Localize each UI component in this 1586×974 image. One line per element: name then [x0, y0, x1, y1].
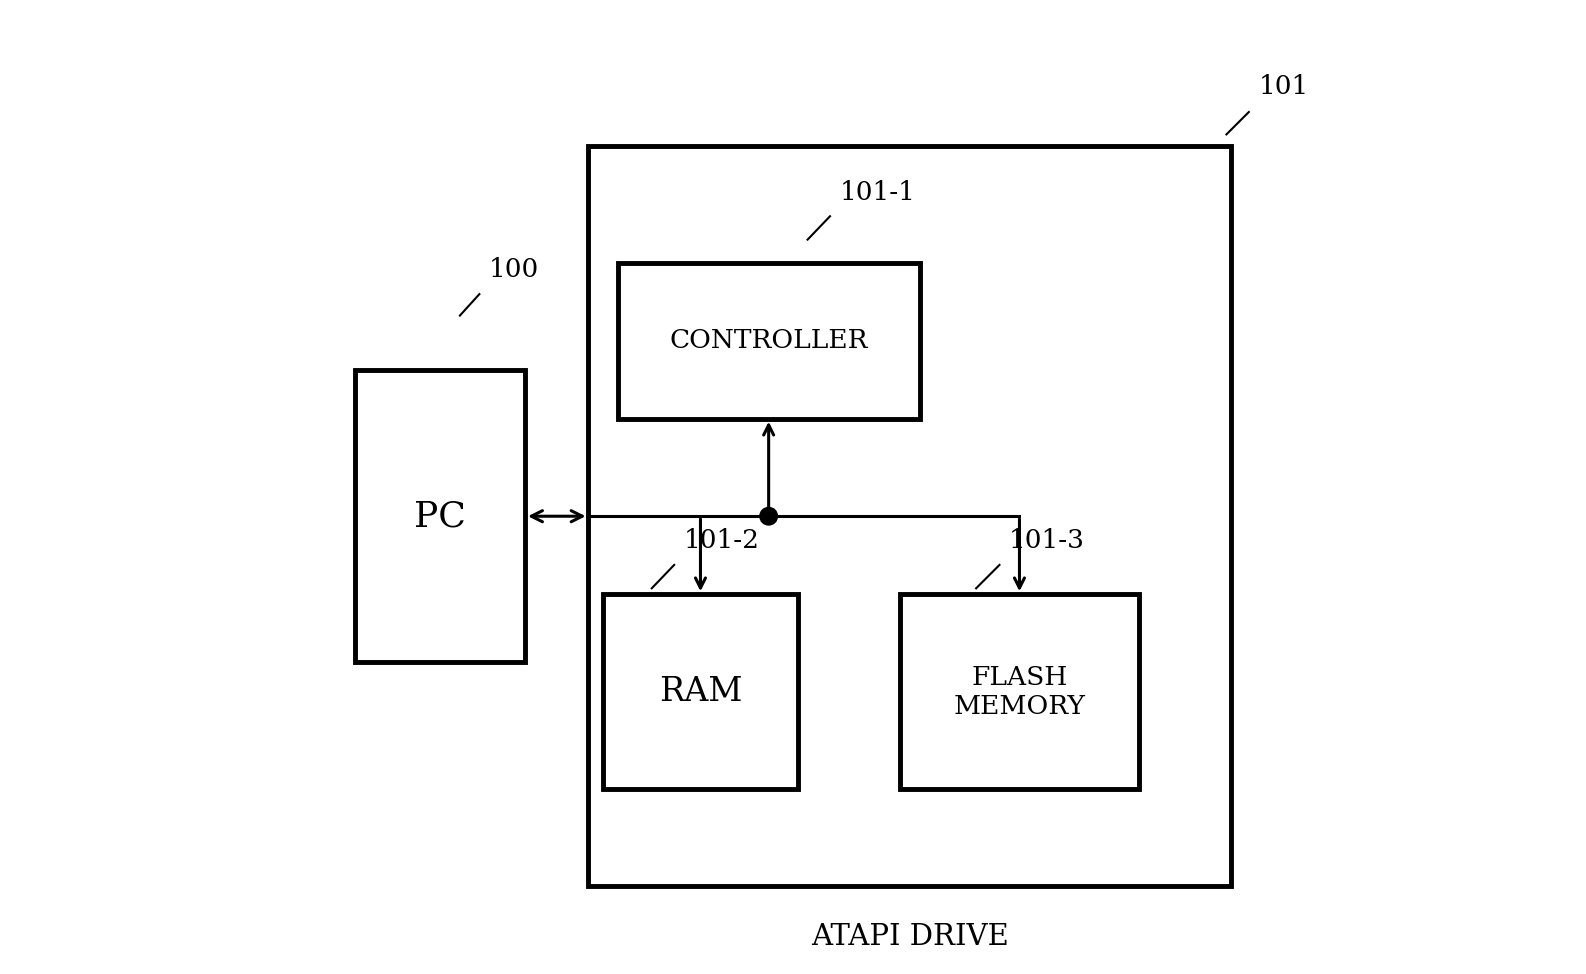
Text: 101-1: 101-1 [839, 179, 915, 205]
Text: RAM: RAM [658, 676, 742, 707]
FancyBboxPatch shape [355, 370, 525, 662]
Text: FLASH
MEMORY: FLASH MEMORY [953, 664, 1085, 719]
Text: 101: 101 [1259, 74, 1308, 99]
Text: CONTROLLER: CONTROLLER [669, 328, 868, 354]
FancyBboxPatch shape [617, 263, 920, 419]
FancyBboxPatch shape [588, 146, 1231, 886]
Text: PC: PC [414, 500, 466, 533]
FancyBboxPatch shape [901, 594, 1139, 789]
Text: 100: 100 [488, 257, 539, 282]
Text: 101-2: 101-2 [684, 528, 760, 553]
FancyBboxPatch shape [603, 594, 798, 789]
Text: 101-3: 101-3 [1009, 528, 1085, 553]
Circle shape [760, 507, 777, 525]
Text: ATAPI DRIVE: ATAPI DRIVE [810, 923, 1009, 951]
